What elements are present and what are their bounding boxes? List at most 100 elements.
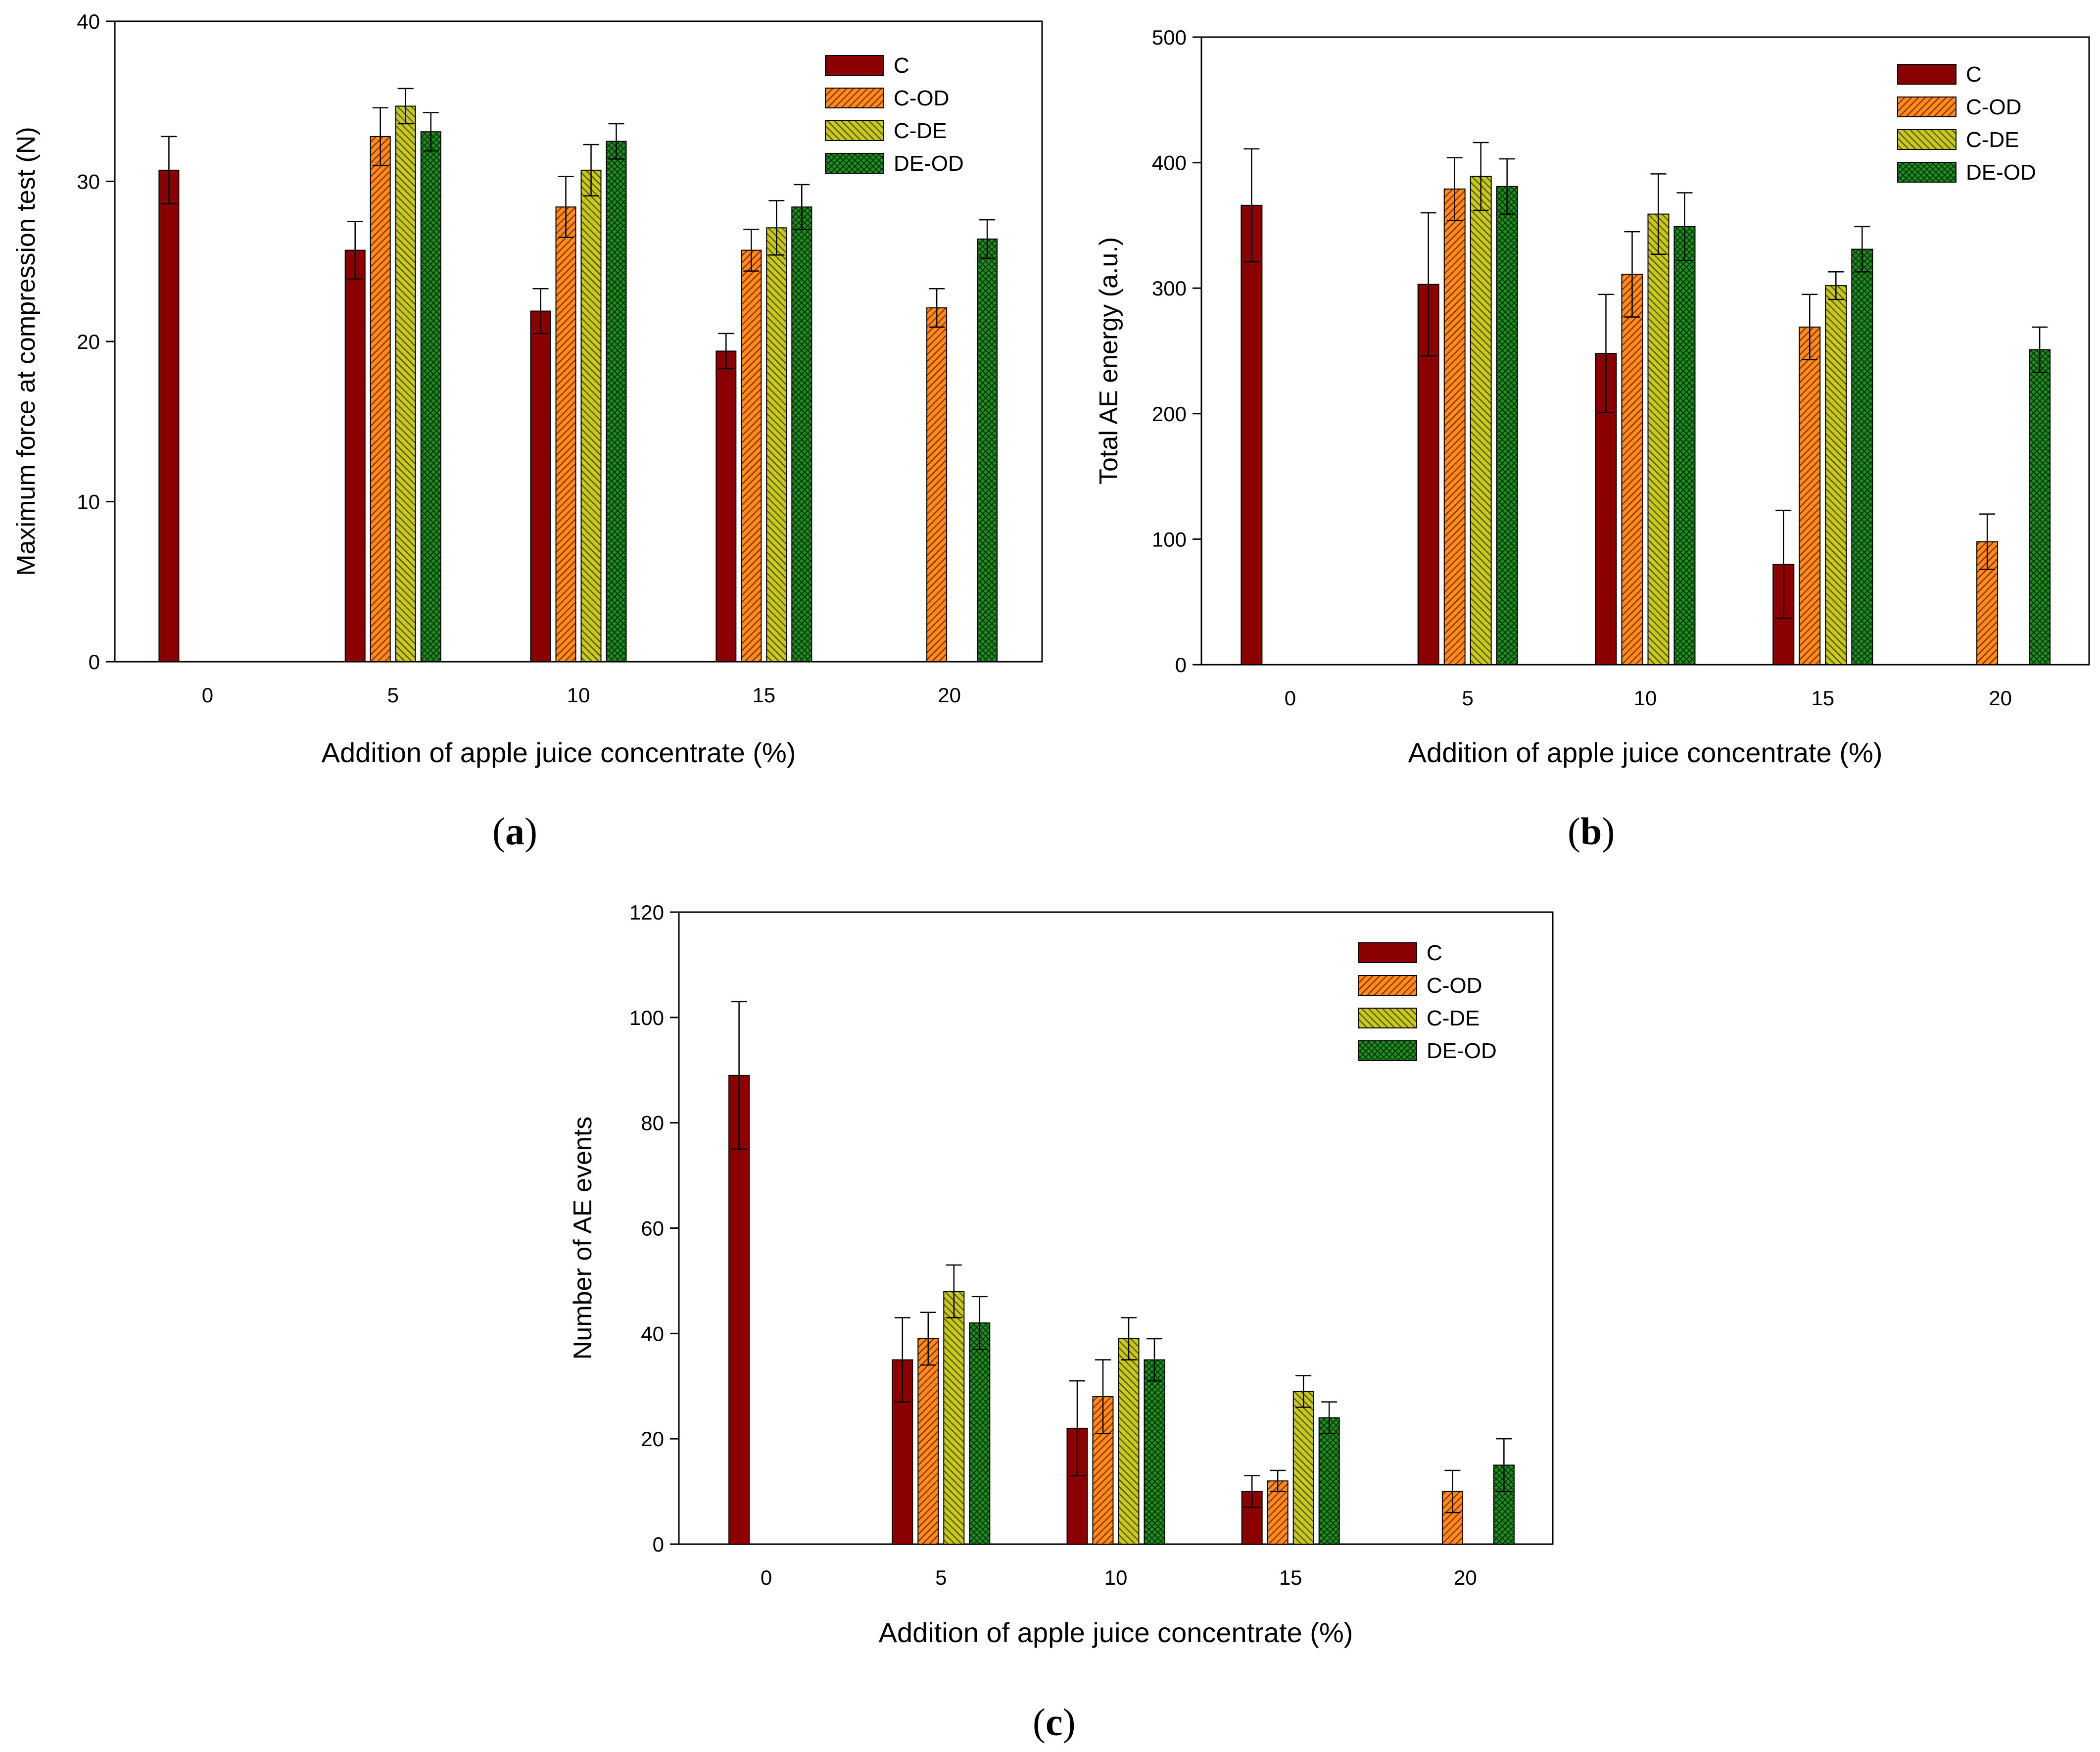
y-tick-label: 300 bbox=[1152, 277, 1187, 300]
x-tick-label: 10 bbox=[1634, 686, 1657, 710]
bar-de-od-10 bbox=[1673, 226, 1696, 666]
legend-label-c: C bbox=[1966, 62, 1982, 87]
bar-de-od-5 bbox=[420, 131, 441, 663]
chart-b: 0 100 200 300 400 500 0 5 10 15 20 Addition of appl… bbox=[1095, 26, 2090, 768]
bar-c-0 bbox=[1241, 204, 1263, 666]
bar-c-od-5 bbox=[370, 136, 391, 662]
y-tick-label: 400 bbox=[1152, 151, 1187, 175]
legend-label-c-od: C-OD bbox=[894, 86, 949, 110]
bar-c-de-5 bbox=[395, 105, 416, 663]
legend-swatch-c-de bbox=[1358, 1008, 1417, 1028]
bar-c-od-15 bbox=[1799, 326, 1821, 665]
y-tick-label: 20 bbox=[77, 330, 100, 353]
bar-de-od-20 bbox=[977, 238, 998, 662]
bar-c-od-20 bbox=[1976, 541, 1999, 666]
y-axis-label: Number of AE events bbox=[569, 1117, 597, 1360]
bar-c-od-20 bbox=[926, 307, 948, 662]
bar-c-od-10 bbox=[555, 206, 576, 662]
x-tick-label: 0 bbox=[202, 683, 213, 707]
legend-swatch-c-od bbox=[1358, 975, 1417, 996]
x-tick-label: 0 bbox=[1285, 686, 1296, 710]
bar-de-od-10 bbox=[606, 141, 627, 662]
bar-c-de-5 bbox=[943, 1291, 965, 1545]
legend-swatch-c-de bbox=[1897, 129, 1957, 150]
legend-label-c-de: C-DE bbox=[1427, 1006, 1480, 1030]
bar-de-od-20 bbox=[2029, 349, 2051, 665]
chart-a: 0 10 20 30 40 0 5 10 15 20 Addition of apple juice… bbox=[12, 10, 1043, 768]
bar-c-od-5 bbox=[917, 1338, 939, 1545]
y-axis-label: Maximum force at compression test (N) bbox=[12, 127, 41, 576]
bar-c-10 bbox=[530, 310, 551, 662]
legend-label-c: C bbox=[1427, 941, 1442, 965]
x-axis-label: Addition of apple juice concentrate (%) bbox=[1408, 737, 1883, 768]
panel-label-b: (b) bbox=[1568, 810, 1615, 853]
y-tick-label: 500 bbox=[1152, 26, 1187, 49]
bar-c-od-10 bbox=[1621, 274, 1643, 665]
panel-label-c: (c) bbox=[1033, 1701, 1076, 1744]
panel-label-c-letter: c bbox=[1045, 1701, 1063, 1744]
bar-de-od-10 bbox=[1144, 1359, 1165, 1545]
legend-label-c: C bbox=[894, 53, 909, 78]
legend-swatch-c-od bbox=[1897, 97, 1957, 117]
y-tick-label: 100 bbox=[1152, 528, 1187, 551]
legend-swatch-c bbox=[825, 55, 884, 76]
y-tick-label: 40 bbox=[641, 1322, 664, 1345]
bar-c-de-15 bbox=[1292, 1391, 1314, 1545]
x-tick-label: 15 bbox=[1811, 686, 1834, 710]
legend-label-de-od: DE-OD bbox=[1966, 160, 2036, 185]
y-tick-label: 120 bbox=[629, 901, 664, 924]
bar-c-de-10 bbox=[580, 169, 602, 663]
bar-c-de-15 bbox=[766, 227, 787, 662]
y-tick-label: 60 bbox=[641, 1217, 664, 1240]
bar-de-od-5 bbox=[1496, 186, 1518, 665]
bar-de-od-20 bbox=[1493, 1464, 1515, 1545]
legend-label-c-de: C-DE bbox=[1966, 128, 2019, 152]
bar-c-de-10 bbox=[1118, 1338, 1140, 1545]
bar-c-0 bbox=[728, 1074, 750, 1545]
bar-de-od-15 bbox=[791, 206, 812, 662]
x-tick-label: 20 bbox=[938, 683, 961, 707]
legend-label-c-od: C-OD bbox=[1966, 95, 2021, 119]
chart-c: 0 20 40 60 80 100 120 0 5 10 15 20 Addition of apple… bbox=[569, 901, 1554, 1648]
legend-swatch-de-od bbox=[1358, 1040, 1417, 1061]
y-tick-label: 0 bbox=[89, 650, 100, 674]
bar-c-de-15 bbox=[1825, 285, 1847, 665]
bar-c-od-5 bbox=[1443, 188, 1466, 665]
y-tick-label: 0 bbox=[653, 1533, 664, 1556]
legend-swatch-de-od bbox=[1897, 162, 1957, 183]
bar-c-de-5 bbox=[1470, 176, 1492, 666]
bar-c-de-10 bbox=[1647, 213, 1670, 665]
bar-de-od-15 bbox=[1851, 248, 1873, 666]
panel-label-a-letter: a bbox=[505, 810, 525, 853]
legend-label-c-od: C-OD bbox=[1427, 973, 1482, 998]
x-tick-label: 15 bbox=[1279, 1566, 1302, 1589]
y-tick-label: 200 bbox=[1152, 402, 1187, 426]
y-tick-label: 20 bbox=[641, 1427, 664, 1451]
x-axis-label: Addition of apple juice concentrate (%) bbox=[879, 1617, 1353, 1648]
plot-frame bbox=[114, 20, 1043, 663]
y-tick-label: 30 bbox=[77, 170, 100, 194]
legend-label-de-od: DE-OD bbox=[894, 151, 964, 176]
x-axis-label: Addition of apple juice concentrate (%) bbox=[322, 737, 796, 768]
legend-swatch-c bbox=[1358, 942, 1417, 963]
legend-swatch-c-od bbox=[825, 88, 884, 108]
bar-de-od-5 bbox=[969, 1322, 991, 1545]
x-tick-label: 20 bbox=[1454, 1566, 1477, 1589]
y-tick-label: 100 bbox=[629, 1006, 664, 1029]
plot-frame bbox=[678, 911, 1554, 1545]
y-tick-label: 10 bbox=[77, 490, 100, 514]
bar-c-0 bbox=[158, 169, 180, 663]
x-tick-label: 5 bbox=[935, 1566, 947, 1589]
legend-label-c-de: C-DE bbox=[894, 119, 947, 143]
plot-frame bbox=[1200, 36, 2090, 666]
bar-c-od-15 bbox=[741, 249, 762, 663]
bar-c-5 bbox=[344, 249, 366, 663]
y-tick-label: 0 bbox=[1175, 653, 1187, 677]
legend-swatch-c bbox=[1897, 64, 1957, 85]
y-tick-label: 40 bbox=[77, 10, 100, 33]
panel-label-a: (a) bbox=[492, 810, 537, 853]
x-tick-label: 0 bbox=[761, 1566, 772, 1589]
legend-swatch-de-od bbox=[825, 153, 884, 174]
